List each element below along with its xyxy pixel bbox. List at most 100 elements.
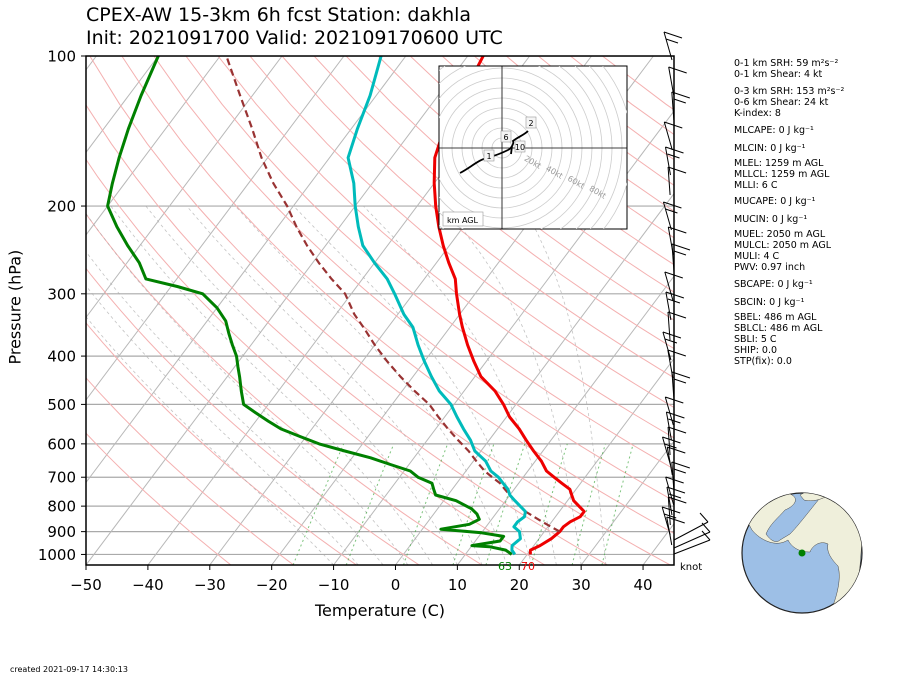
index-line: SBLI: 5 C	[734, 334, 777, 345]
wind-barb-staff	[664, 271, 674, 301]
wind-barb-flag	[662, 436, 681, 444]
mixing-ratio-line	[403, 443, 449, 565]
dry-adiabat-line	[281, 56, 674, 379]
index-block-sb: SBEL: 486 m AGL SBLCL: 486 m AGL SBLI: 5…	[734, 312, 904, 367]
wind-barb-flag	[662, 506, 681, 514]
moist-adiabat-line	[86, 285, 359, 565]
hodograph-height-label: 10	[515, 143, 525, 152]
y-tick-label: 800	[47, 498, 76, 516]
wind-barb-flag	[663, 31, 683, 39]
dry-adiabat-line	[89, 56, 671, 565]
x-tick-label: −30	[194, 576, 226, 594]
hodograph-height-box	[525, 116, 537, 129]
wind-barb-staff	[662, 331, 672, 361]
hodograph-unit-label: km AGL	[447, 216, 479, 225]
isotherm-line	[86, 56, 283, 319]
wind-barb-flag	[668, 496, 687, 504]
moist-adiabat-line	[293, 205, 532, 565]
dry-adiabat-line	[153, 56, 674, 502]
moist-adiabat-line	[86, 212, 409, 565]
plot-frame	[85, 55, 675, 566]
wind-barb-flag	[668, 66, 687, 74]
index-line: SBCAPE: 0 J kg⁻¹	[734, 279, 813, 290]
wind-barb-staff	[673, 539, 711, 555]
wind-barb-staff	[671, 243, 675, 273]
index-line: 0-1 km SRH: 59 m²s⁻²	[734, 58, 839, 69]
mixing-ratio-line	[601, 443, 634, 565]
isotherm-line	[0, 56, 34, 565]
x-tick-label: 30	[572, 576, 591, 594]
y-tick-label: 300	[47, 285, 76, 303]
isotherm-line	[86, 56, 221, 236]
index-line: 0-1 km Shear: 4 kt	[734, 69, 823, 80]
wind-barb-staff	[671, 461, 675, 491]
chart-title-line1: CPEX-AW 15-3km 6h fcst Station: dakhla	[86, 4, 472, 26]
moist-adiabat-line	[522, 205, 607, 565]
dry-adiabat-line	[409, 56, 674, 266]
wind-barb-flag	[665, 208, 678, 214]
wind-barb-flag	[671, 461, 690, 469]
index-block-sbcape: SBCAPE: 0 J kg⁻¹	[734, 279, 904, 290]
wind-barb-flag	[664, 338, 678, 344]
wind-barb-staff	[665, 291, 672, 321]
wind-barb-flag	[663, 201, 682, 209]
wind-barb-staff	[667, 311, 671, 341]
wind-barb-flag	[673, 378, 687, 384]
wind-barb-staff	[662, 201, 672, 231]
wind-barbs	[661, 31, 711, 555]
wind-barb-flag	[671, 243, 691, 251]
x-tick-label: −50	[70, 576, 102, 594]
index-line: 0-3 km SRH: 153 m²s⁻²	[734, 86, 845, 97]
wind-barb-flag	[668, 493, 682, 499]
y-tick-label: 600	[47, 435, 76, 453]
dry-adiabat-line	[86, 432, 232, 565]
wind-barb-staff	[673, 531, 711, 549]
wind-barb-staff	[667, 166, 671, 196]
created-timestamp: created 2021-09-17 14:30:13	[10, 665, 128, 674]
mixing-ratio-line	[345, 443, 395, 565]
dewpoint-profile-line	[106, 56, 513, 556]
dry-adiabat-line	[121, 56, 674, 535]
wind-barb-flag	[699, 512, 709, 523]
dry-adiabat-line	[249, 56, 674, 409]
globe-continents	[742, 493, 862, 613]
index-block-ml: MLEL: 1259 m AGL MLLCL: 1259 m AGL MLLI:…	[734, 158, 904, 191]
wind-barb-flag	[701, 522, 711, 533]
wind-barb-staff	[671, 371, 675, 401]
moist-adiabat-line	[86, 251, 384, 565]
globe-locator-map	[741, 492, 863, 614]
hodograph-height-box	[483, 149, 495, 162]
index-block-srh3: 0-3 km SRH: 153 m²s⁻² 0-6 km Shear: 24 k…	[734, 86, 904, 119]
mixing-ratio-line	[571, 443, 606, 565]
index-line: MULCL: 2050 m AGL	[734, 240, 832, 251]
index-block-mlcape: MLCAPE: 0 J kg⁻¹	[734, 125, 904, 136]
index-line: MLEL: 1259 m AGL	[734, 158, 824, 169]
wind-barb-flag	[664, 443, 677, 449]
y-tick-label: 700	[47, 469, 76, 487]
moist-adiabat-line	[442, 205, 582, 565]
dry-adiabat-line	[377, 56, 674, 293]
index-line: SBEL: 486 m AGL	[734, 312, 817, 323]
dry-adiabat-line	[313, 56, 674, 350]
moist-adiabat-line	[110, 205, 433, 565]
isotherm-line	[580, 440, 674, 565]
index-line: PWV: 0.97 inch	[734, 262, 806, 273]
wind-barb-flag	[673, 468, 686, 474]
hodograph-height-box	[500, 130, 512, 143]
wind-barb-flag	[664, 271, 683, 279]
hodograph-height-label: 2	[528, 119, 533, 128]
hodograph-height-label: 1	[486, 152, 491, 161]
wind-barb-flag	[701, 530, 711, 541]
dry-adiabat-line	[86, 377, 294, 565]
index-line: SBCIN: 0 J kg⁻¹	[734, 297, 805, 308]
surface-dewpoint-label: 63	[498, 560, 512, 573]
index-line: MUEL: 2050 m AGL	[734, 229, 826, 240]
x-tick-label: 20	[510, 576, 529, 594]
x-tick-label: −40	[132, 576, 164, 594]
wind-barb-flag	[665, 291, 685, 299]
index-line: MLCIN: 0 J kg⁻¹	[734, 143, 806, 154]
y-tick-label: 500	[47, 396, 76, 414]
index-line: MLCAPE: 0 J kg⁻¹	[734, 125, 814, 136]
moist-adiabat-line	[186, 205, 483, 565]
background-lines	[0, 56, 674, 565]
